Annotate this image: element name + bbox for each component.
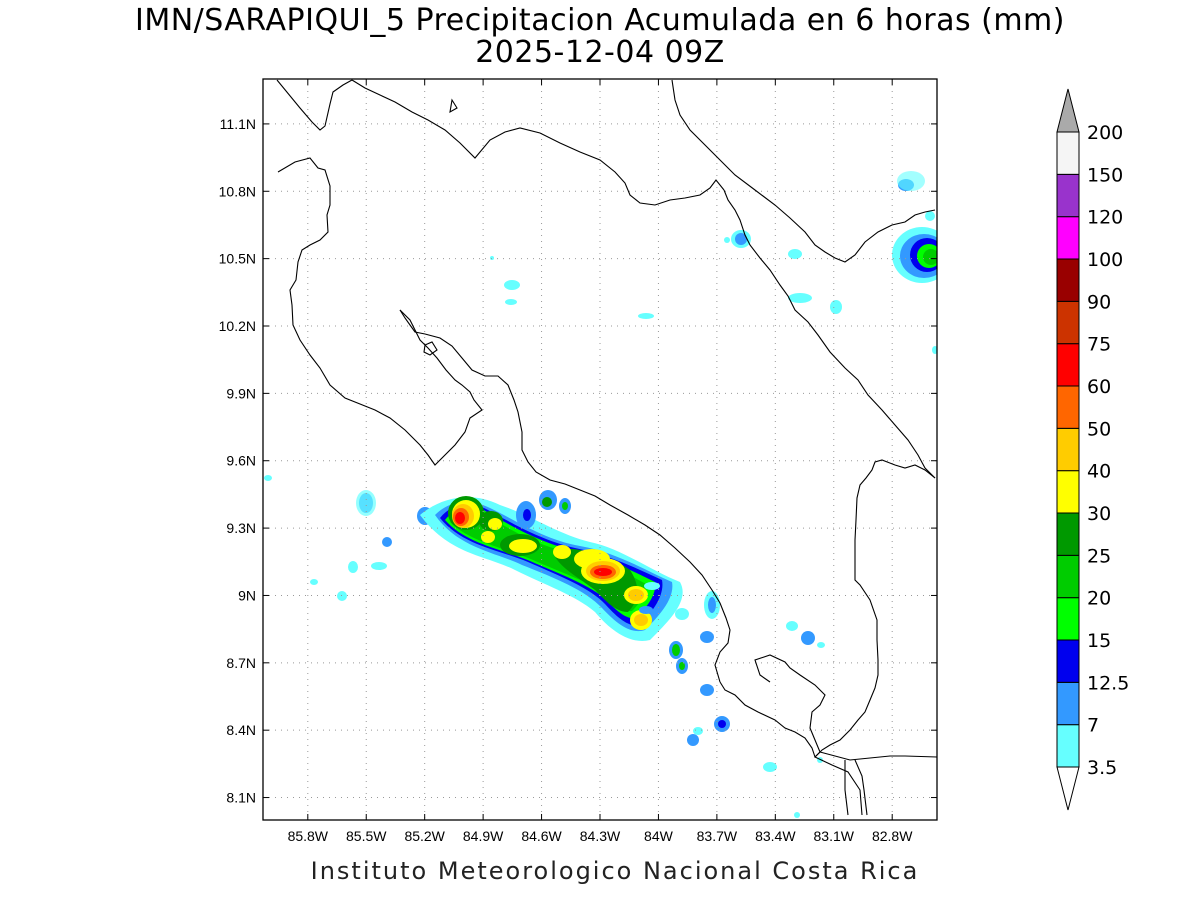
colorbar-level-label: 3.5 bbox=[1087, 757, 1117, 779]
precipitation-field bbox=[264, 171, 937, 818]
precip-light-cells bbox=[264, 171, 937, 818]
colorbar-swatch bbox=[1056, 681, 1080, 726]
precip-ne-cell bbox=[892, 227, 937, 283]
colorbar-swatch bbox=[1056, 300, 1080, 345]
colorbar-level-label: 25 bbox=[1087, 545, 1111, 567]
lon-tick-label: 84.3W bbox=[580, 828, 621, 844]
colorbar-swatch bbox=[1056, 216, 1080, 260]
lat-tick-label: 9.3N bbox=[226, 520, 256, 536]
lat-tick-label: 9N bbox=[238, 587, 256, 603]
precip-main-band bbox=[420, 490, 730, 732]
chart-subtitle-datetime: 2025-12-04 09Z bbox=[475, 35, 725, 70]
colorbar-swatch bbox=[1056, 258, 1080, 302]
colorbar-swatch bbox=[1056, 470, 1080, 514]
lon-tick-label: 82.8W bbox=[872, 828, 913, 844]
lon-tick-label: 84.9W bbox=[463, 828, 504, 844]
lon-tick-label: 83.4W bbox=[755, 828, 796, 844]
colorbar-level-label: 50 bbox=[1087, 418, 1111, 440]
colorbar-swatch bbox=[1056, 512, 1080, 556]
colorbar-level-label: 60 bbox=[1087, 376, 1111, 398]
map-frame bbox=[262, 78, 938, 821]
lat-tick-label: 8.7N bbox=[226, 655, 256, 671]
colorbar-under-triangle bbox=[1056, 766, 1080, 811]
lon-tick-label: 83.7W bbox=[697, 828, 738, 844]
colorbar-over-triangle bbox=[1056, 88, 1080, 133]
lon-tick-label: 84W bbox=[644, 828, 674, 844]
colorbar-level-label: 15 bbox=[1087, 630, 1111, 652]
colorbar-level-label: 30 bbox=[1087, 503, 1111, 525]
colorbar-level-label: 20 bbox=[1087, 588, 1111, 610]
colorbar-swatch bbox=[1056, 385, 1080, 429]
colorbar-level-label: 200 bbox=[1087, 122, 1123, 144]
lon-tick-label: 85.2W bbox=[404, 828, 445, 844]
colorbar-swatch bbox=[1056, 724, 1080, 768]
colorbar-legend: 3.5 7 12.5 15 20 25 30 40 50 60 75 90 100 120 150 200 bbox=[1056, 88, 1129, 811]
colorbar-level-label: 100 bbox=[1087, 249, 1123, 271]
lon-tick-label: 85.8W bbox=[288, 828, 329, 844]
lon-tick-label: 84.6W bbox=[521, 828, 562, 844]
coastlines bbox=[276, 79, 937, 816]
footer-credit: Instituto Meteorologico Nacional Costa R… bbox=[310, 857, 920, 885]
lat-tick-label: 11.1N bbox=[220, 116, 256, 132]
colorbar-swatch bbox=[1056, 639, 1080, 683]
lat-tick-label: 8.4N bbox=[226, 722, 256, 738]
lat-tick-label: 8.1N bbox=[226, 790, 256, 806]
colorbar-level-label: 7 bbox=[1087, 715, 1099, 737]
lat-tick-label: 9.6N bbox=[226, 453, 256, 469]
colorbar-swatch bbox=[1056, 597, 1080, 641]
colorbar-swatch bbox=[1056, 131, 1080, 175]
chart-title: IMN/SARAPIQUI_5 Precipitacion Acumulada … bbox=[135, 3, 1065, 38]
colorbar-swatch bbox=[1056, 554, 1080, 599]
lat-tick-label: 9.9N bbox=[226, 385, 256, 401]
colorbar-level-label: 40 bbox=[1087, 461, 1111, 483]
colorbar-swatch bbox=[1056, 427, 1080, 472]
lon-tick-label: 85.5W bbox=[346, 828, 387, 844]
colorbar-swatch bbox=[1056, 343, 1080, 387]
latitude-axis: 8.1N 8.4N 8.7N 9N 9.3N 9.6N 9.9N 10.2N 10.5N 10.8… bbox=[219, 116, 937, 806]
lat-tick-label: 10.5N bbox=[219, 251, 256, 267]
colorbar-level-label: 75 bbox=[1087, 334, 1111, 356]
colorbar-level-label: 150 bbox=[1087, 164, 1123, 186]
colorbar-level-label: 120 bbox=[1087, 207, 1123, 229]
colorbar-level-label: 12.5 bbox=[1087, 672, 1129, 694]
colorbar-swatch bbox=[1056, 173, 1080, 218]
lat-tick-label: 10.8N bbox=[219, 183, 256, 199]
graticule bbox=[263, 79, 937, 820]
lat-tick-label: 10.2N bbox=[219, 318, 256, 334]
lon-tick-label: 83.1W bbox=[814, 828, 855, 844]
longitude-axis: 85.8W 85.5W 85.2W 84.9W 84.6W 84.3W 84W 83.7W 83… bbox=[288, 79, 913, 844]
colorbar-level-label: 90 bbox=[1087, 291, 1111, 313]
